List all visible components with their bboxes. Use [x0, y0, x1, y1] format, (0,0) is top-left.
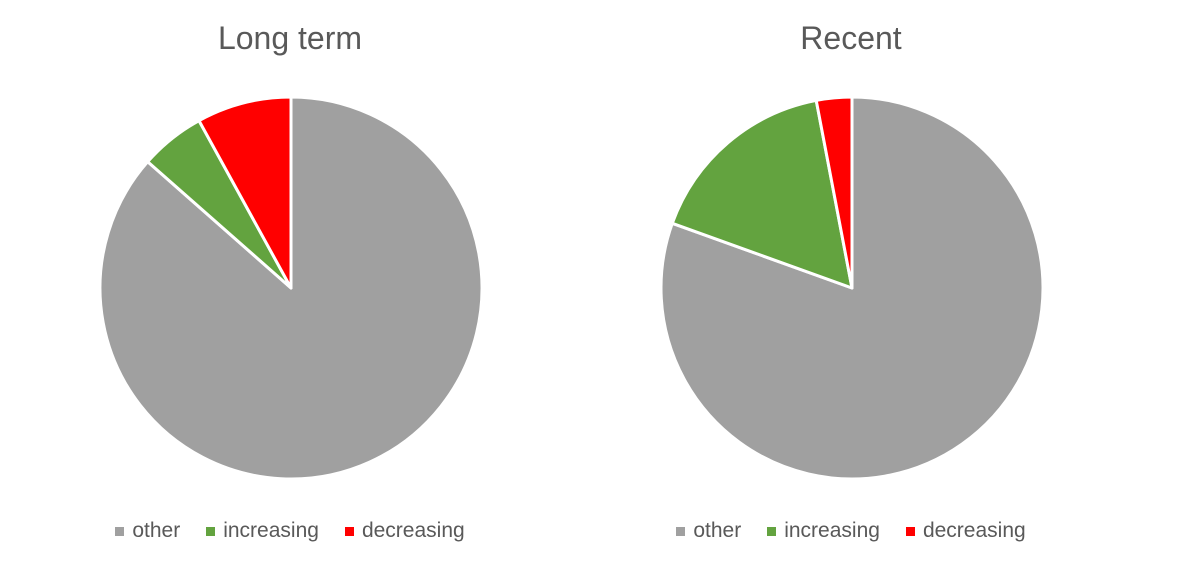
legend-label-other: other	[693, 519, 742, 542]
legend-label-other: other	[132, 519, 181, 542]
pie-slice-decreasing	[197, 95, 293, 290]
legend-label-increasing: increasing	[223, 519, 319, 542]
pie-chart	[659, 95, 1045, 481]
pie-slice-decreasing	[814, 95, 854, 290]
legend-item-decreasing: decreasing	[344, 519, 465, 543]
chart-title: Long term	[217, 20, 363, 56]
legend-item-increasing: increasing	[206, 519, 319, 543]
chart-recent: Recent other increasing decreasing	[571, 0, 1131, 568]
legend: other increasing decreasing	[10, 519, 570, 543]
legend-swatch-increasing	[206, 526, 216, 536]
legend-swatch-other	[115, 526, 125, 536]
pie-slice-increasing	[670, 98, 854, 290]
pie-slice-other	[98, 95, 484, 481]
legend-label-decreasing: decreasing	[361, 519, 465, 542]
pie-chart	[98, 95, 484, 481]
legend-label-decreasing: decreasing	[922, 519, 1026, 542]
legend-swatch-other	[676, 526, 686, 536]
legend-label-increasing: increasing	[784, 519, 880, 542]
legend-item-increasing: increasing	[767, 519, 880, 543]
legend: other increasing decreasing	[571, 519, 1131, 543]
legend-item-other: other	[115, 519, 180, 543]
chart-long-term: Long term other increasing decreasing	[10, 0, 570, 568]
legend-item-other: other	[676, 519, 741, 543]
chart-title: Recent	[800, 20, 902, 56]
legend-swatch-increasing	[767, 526, 777, 536]
legend-swatch-decreasing	[905, 526, 915, 536]
legend-item-decreasing: decreasing	[905, 519, 1026, 543]
legend-swatch-decreasing	[344, 526, 354, 536]
